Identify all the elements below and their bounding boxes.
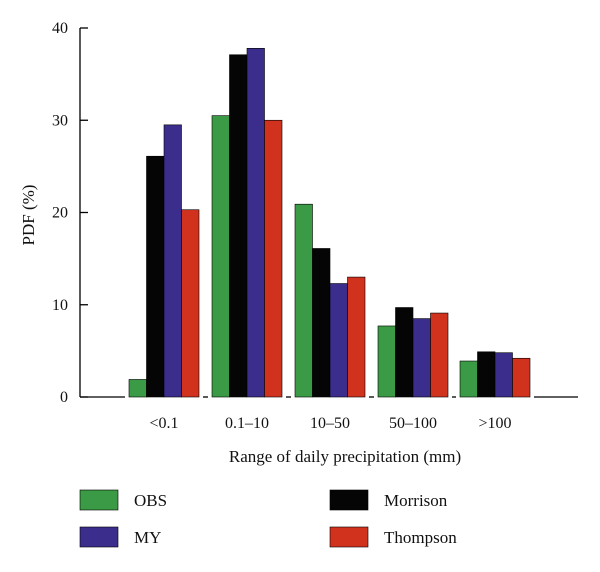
x-tick-label: 0.1–10 (225, 415, 269, 432)
legend-label-my: MY (134, 528, 161, 547)
legend-swatch-morrison (329, 489, 369, 511)
bar-my-0 (163, 124, 182, 398)
x-tick-label: 50–100 (389, 415, 437, 432)
bar-obs-2 (294, 203, 313, 398)
legend-swatch-my (79, 526, 119, 548)
x-tick-label: 10–50 (310, 415, 350, 432)
y-tick-label: 20 (52, 205, 68, 222)
bar-thompson-2 (347, 276, 366, 398)
y-tick-label: 30 (52, 112, 68, 129)
y-tick-label: 10 (52, 297, 68, 314)
bar-obs-0 (128, 379, 147, 398)
bar-morrison-3 (395, 307, 414, 398)
bar-thompson-0 (181, 209, 200, 398)
legend-label-morrison: Morrison (384, 491, 448, 510)
bar-my-3 (412, 318, 431, 398)
y-tick-label: 40 (52, 20, 68, 37)
bar-my-2 (329, 283, 348, 398)
bar-obs-3 (377, 325, 396, 398)
bars-group (128, 47, 531, 398)
y-tick-label: 0 (60, 389, 68, 406)
legend-swatch-thompson (329, 526, 369, 548)
axes-group: 0 10 20 30 40 <0.1 0.1–10 10–50 50–100 >100 (52, 20, 578, 432)
x-tick-label: >100 (478, 415, 511, 432)
legend: OBS Morrison MY Thompson (79, 489, 457, 548)
bar-thompson-4 (512, 357, 531, 398)
bar-morrison-1 (229, 54, 248, 398)
bar-morrison-2 (312, 248, 331, 398)
legend-label-thompson: Thompson (384, 528, 457, 547)
legend-swatch-obs (79, 489, 119, 511)
bar-my-1 (246, 47, 265, 398)
bar-morrison-0 (146, 155, 165, 398)
bar-thompson-1 (264, 119, 283, 398)
bar-obs-1 (211, 115, 230, 398)
y-axis-title: PDF (%) (19, 185, 38, 246)
bar-my-4 (494, 352, 513, 398)
x-axis-title: Range of daily precipitation (mm) (229, 447, 461, 466)
bar-obs-4 (459, 360, 478, 398)
bar-thompson-3 (430, 312, 449, 398)
x-tick-label: <0.1 (149, 415, 178, 432)
bar-morrison-4 (477, 351, 496, 398)
legend-label-obs: OBS (134, 491, 167, 510)
